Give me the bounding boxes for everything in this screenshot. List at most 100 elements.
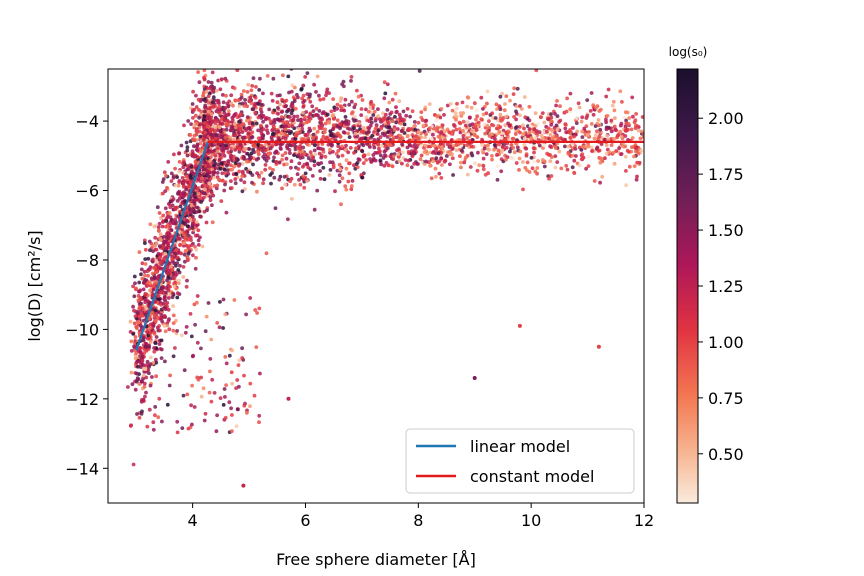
scatter-point [193,322,198,327]
scatter-point [370,133,375,138]
scatter-point [495,177,500,182]
scatter-point [393,91,398,96]
scatter-point [615,133,620,138]
scatter-point [636,151,641,156]
scatter-point [216,177,221,182]
scatter-point [128,319,133,324]
scatter-point [146,333,151,338]
scatter-point [572,158,577,163]
scatter-point [238,142,243,147]
scatter-point [289,197,294,201]
scatter-point [584,144,588,149]
scatter-point [563,126,568,131]
scatter-point [295,114,300,119]
scatter-point [194,144,199,149]
scatter-point [378,149,382,154]
scatter-point [217,108,222,113]
scatter-point [481,107,485,111]
scatter-point [535,166,540,170]
scatter-point [427,102,432,106]
scatter-point [192,405,197,409]
scatter-point [206,109,211,114]
scatter-point [568,107,573,111]
scatter-point [554,103,558,108]
scatter-point [321,149,326,154]
scatter-point [151,420,156,425]
scatter-point [625,110,630,115]
scatter-point [208,105,213,110]
scatter-point [554,134,558,139]
scatter-point [360,137,364,141]
scatter-point [162,297,167,301]
scatter-point [197,115,202,120]
scatter-point [359,113,364,117]
scatter-point [283,151,288,155]
scatter-point [236,130,241,135]
scatter-point [360,149,365,154]
scatter-point [431,130,435,134]
scatter-point [271,142,275,147]
scatter-point [215,171,220,175]
scatter-point [190,102,195,106]
scatter-point [258,371,262,376]
scatter-point [203,179,207,184]
scatter-point [274,160,278,165]
scatter-point [349,184,354,188]
scatter-point [171,276,176,281]
scatter-point [254,121,259,126]
scatter-point [406,150,411,154]
scatter-point [301,145,306,150]
scatter-point [419,153,424,158]
scatter-point [352,114,357,119]
scatter-point [215,149,220,154]
scatter-point [181,192,186,197]
scatter-point [327,119,331,124]
scatter-point [498,107,503,112]
scatter-point [357,121,362,126]
scatter-point [405,128,410,133]
scatter-point [305,179,309,184]
scatter-point [289,165,293,170]
scatter-point [312,159,317,164]
scatter-point [377,117,382,121]
scatter-point [195,340,200,345]
scatter-point [329,109,334,114]
scatter-point [515,86,520,91]
scatter-point [376,107,380,111]
scatter-point [237,169,242,174]
scatter-point [176,278,181,283]
scatter-point [448,152,453,157]
scatter-point [230,381,235,386]
x-tick-label: 12 [634,511,654,530]
scatter-point [162,324,167,328]
scatter-point [313,152,318,157]
scatter-point [475,168,480,173]
x-axis-ticks: 4 6 8 10 12 [188,503,654,530]
scatter-point [196,377,201,382]
scatter-point [157,297,162,302]
scatter-point [366,109,371,114]
scatter-point [349,111,354,116]
scatter-point [291,117,296,122]
scatter-point [490,132,495,137]
scatter-point [585,98,590,102]
scatter-point [282,162,286,167]
scatter-point [171,321,176,325]
scatter-point [498,112,503,117]
scatter-point [315,129,320,134]
scatter-point [347,102,352,107]
scatter-point [323,154,328,159]
scatter-point [512,115,516,119]
scatter-point [162,314,167,318]
scatter-point [376,128,381,133]
scatter-point [205,124,210,129]
scatter-point [190,221,195,226]
scatter-point [352,151,356,155]
colorbar-ticks: 0.50 0.75 1.00 1.25 1.50 1.75 2.00 [698,109,744,464]
scatter-point [293,136,298,141]
scatter-point [577,163,582,168]
scatter-point [319,121,324,126]
scatter-point [235,378,240,382]
scatter-point [617,146,621,151]
